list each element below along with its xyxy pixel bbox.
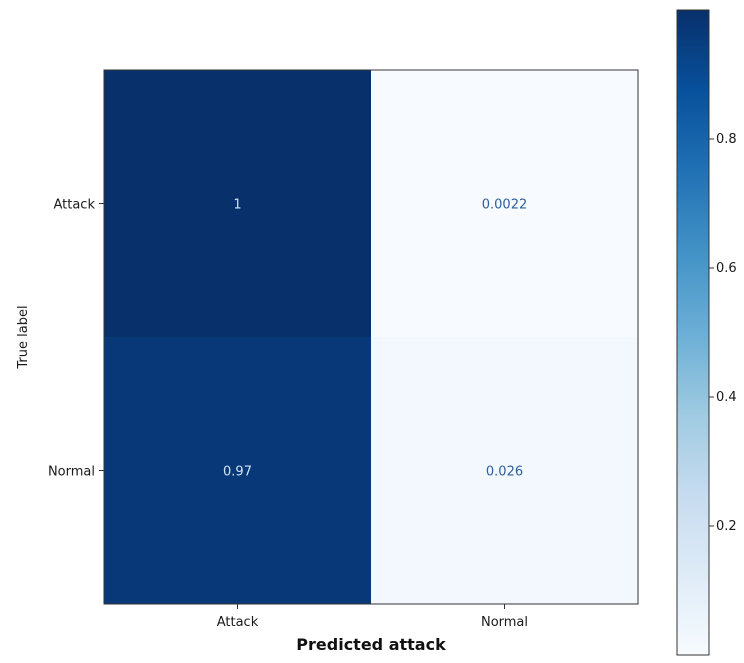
y-axis-ticks: Attack Normal <box>48 198 104 480</box>
colorbar-tick-label: 0.4 <box>716 390 737 405</box>
colorbar-tick-label: 0.6 <box>716 261 737 276</box>
plot-frame <box>103 69 639 605</box>
colorbar-tick-label: 0.8 <box>716 132 737 147</box>
x-axis-title: Predicted attack <box>296 635 446 654</box>
cell-value-label: 1 <box>233 198 241 213</box>
colorbar-tick-label: 0.2 <box>716 519 737 534</box>
heatmap-cell <box>104 70 371 337</box>
y-tick-label: Attack <box>53 198 95 213</box>
x-tick-label: Attack <box>217 615 259 630</box>
heatmap-cell <box>104 337 371 604</box>
x-tick-label: Normal <box>481 615 528 630</box>
colorbar <box>676 9 710 656</box>
heatmap-cells <box>104 70 638 604</box>
cell-value-label: 0.97 <box>223 465 252 480</box>
x-axis-ticks: Attack Normal <box>217 604 528 630</box>
cell-value-labels: 1 0.0022 0.97 0.026 <box>223 198 527 480</box>
cell-value-label: 0.026 <box>486 465 523 480</box>
heatmap-cell <box>371 70 638 337</box>
colorbar-ticks: 0.2 0.4 0.6 0.8 <box>709 132 737 534</box>
y-axis-title: True label <box>16 305 31 369</box>
y-tick-label: Normal <box>48 465 95 480</box>
heatmap-cell <box>371 337 638 604</box>
cell-value-label: 0.0022 <box>482 198 528 213</box>
